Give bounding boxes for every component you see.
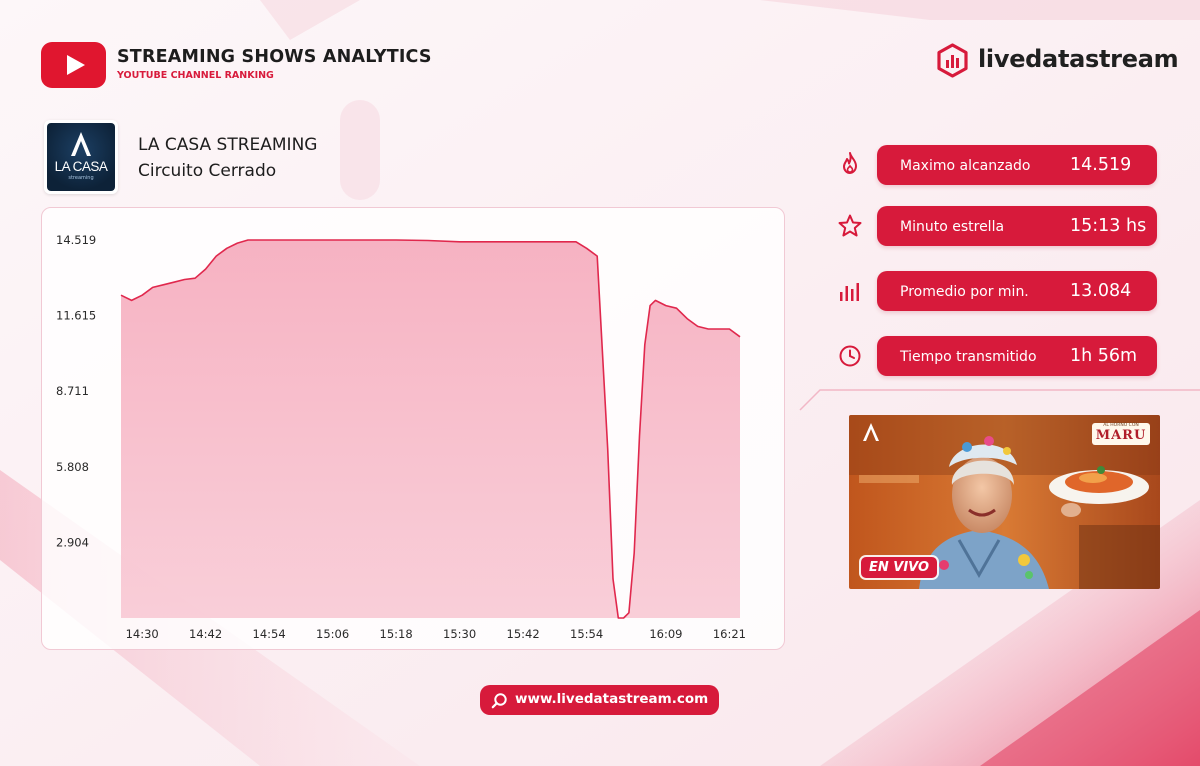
x-tick-label: 14:30: [126, 627, 159, 641]
stream-thumbnail: AL HORNO CON MARU EN VIVO: [849, 415, 1160, 589]
stat-broadcast-time: Tiempo transmitido 1h 56m: [877, 336, 1157, 376]
area-fill: [121, 240, 740, 618]
x-tick-label: 15:54: [570, 627, 603, 641]
show-badge: AL HORNO CON MARU: [1092, 423, 1150, 445]
channel-logo-subtext: streaming: [68, 175, 94, 181]
brand-name: livedatastream: [978, 45, 1179, 73]
page-title: STREAMING SHOWS ANALYTICS: [117, 47, 432, 67]
x-tick-label: 15:18: [380, 627, 413, 641]
stat-max-reached: Maximo alcanzado 14.519: [877, 145, 1157, 185]
website-link[interactable]: www.livedatastream.com: [480, 685, 719, 715]
show-name: Circuito Cerrado: [138, 161, 277, 181]
y-tick-label: 8.711: [56, 384, 89, 398]
stat-value: 1h 56m: [1070, 346, 1138, 366]
x-tick-label: 15:06: [316, 627, 349, 641]
x-tick-label: 15:30: [443, 627, 476, 641]
channel-logo-mark: [71, 132, 91, 156]
youtube-play-icon: [41, 42, 106, 88]
stat-label: Tiempo transmitido: [900, 349, 1037, 365]
y-tick-label: 11.615: [56, 309, 96, 323]
bar-chart-icon: [840, 283, 859, 301]
channel-logo-text: LA CASA: [54, 159, 108, 174]
stat-value: 15:13 hs: [1070, 216, 1147, 236]
chart-panel: 2.904 5.808 8.711 11.615 14.519 14:30 14:42 14:…: [41, 207, 785, 650]
page-subtitle: YOUTUBE CHANNEL RANKING: [117, 70, 274, 81]
show-badge-title: MARU: [1095, 428, 1147, 443]
x-tick-label: 16:09: [649, 627, 682, 641]
website-url: www.livedatastream.com: [515, 691, 709, 707]
stat-label: Promedio por min.: [900, 284, 1029, 300]
y-tick-label: 2.904: [56, 535, 89, 549]
star-icon: [838, 214, 862, 237]
x-tick-label: 14:54: [253, 627, 286, 641]
stat-label: Minuto estrella: [900, 219, 1005, 235]
viewers-area-chart: 2.904 5.808 8.711 11.615 14.519 14:30 14:42 14:…: [56, 233, 746, 641]
x-tick-label: 14:42: [189, 627, 222, 641]
y-tick-label: 5.808: [56, 460, 89, 474]
x-tick-label: 15:42: [507, 627, 540, 641]
live-badge: EN VIVO: [861, 557, 938, 578]
channel-logo: LA CASA streaming: [44, 120, 118, 194]
stat-star-minute: Minuto estrella 15:13 hs: [877, 206, 1157, 246]
search-icon: [491, 693, 507, 709]
channel-name: LA CASA STREAMING: [138, 135, 318, 155]
y-tick-label: 14.519: [56, 233, 96, 247]
stat-average-per-minute: Promedio por min. 13.084: [877, 271, 1157, 311]
stat-label: Maximo alcanzado: [900, 158, 1031, 174]
show-badge-small: AL HORNO CON: [1103, 423, 1139, 428]
fire-icon: [843, 152, 857, 174]
clock-icon: [839, 345, 861, 367]
stat-value: 13.084: [1070, 281, 1132, 301]
hexagon-bars-icon: [937, 43, 968, 78]
stat-value: 14.519: [1070, 155, 1132, 175]
x-tick-label: 16:21: [713, 627, 746, 641]
series-line: [120, 239, 741, 619]
